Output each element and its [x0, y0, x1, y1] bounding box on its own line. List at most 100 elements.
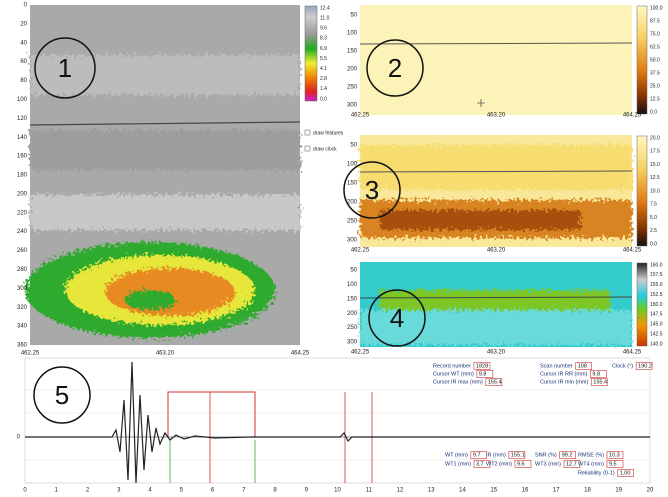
panel-number: 2 [388, 53, 402, 83]
colorbar-label: 37.5 [650, 70, 660, 76]
x-tick-label: 19 [615, 488, 622, 494]
y-tick-label: 0 [17, 435, 21, 441]
x-tick-label: 6 [211, 488, 215, 494]
checkbox[interactable] [305, 130, 310, 135]
colorbar-label: 157.5 [650, 272, 663, 278]
screen: 1 2 3 4 [0, 0, 668, 497]
colorbar-label: 75.0 [650, 31, 660, 37]
field-label: WT1 (mm) [445, 461, 471, 467]
y-tick-label: 200 [17, 191, 28, 197]
y-tick-label: 120 [17, 116, 28, 122]
y-tick-label: 150 [347, 181, 358, 187]
y-tick-label: 40 [20, 40, 27, 46]
panel-3: 3 [344, 135, 647, 247]
y-tick-label: 180 [17, 173, 28, 179]
y-tick-label: 200 [347, 200, 358, 206]
x-tick-label: 14 [459, 488, 466, 494]
colorbar-label: 20.0 [650, 135, 660, 141]
heatmap-band [360, 145, 632, 190]
colorbar-label: 11.0 [320, 15, 330, 21]
y-tick-label: 140 [17, 135, 28, 141]
heatmap-band [30, 195, 300, 230]
colorbar-label: 6.9 [320, 46, 327, 52]
field-label: WT4 (mm) [578, 461, 604, 467]
y-tick-label: 300 [347, 340, 358, 346]
x-tick-label: 10 [334, 488, 341, 494]
colorbar-label: 17.5 [650, 149, 660, 155]
field-label: WT (mm) [445, 452, 468, 458]
colorbar-label: 0.0 [320, 96, 327, 102]
colorbar-label: 62.5 [650, 44, 660, 50]
y-tick-label: 100 [17, 97, 28, 103]
field-value: 12.7 [566, 461, 577, 467]
y-tick-label: 250 [347, 85, 358, 91]
checkbox-label: draw clock [313, 146, 337, 152]
field-value: 9.7 [473, 452, 481, 458]
colorbar-label: 2.5 [650, 228, 657, 234]
field-label: Reliability (0-1) [578, 470, 615, 476]
y-tick-label: 250 [347, 325, 358, 331]
field-label: Cursor WT (mm) [433, 371, 474, 377]
colorbar-label: 160.0 [650, 262, 663, 268]
panel-number: 5 [55, 380, 69, 410]
field-label: RMSE (%) [578, 452, 604, 458]
x-tick-label: 7 [242, 488, 246, 494]
colorbar-label: 100.0 [650, 5, 663, 11]
colorbar-label: 150.0 [650, 302, 663, 308]
x-tick-label: 463.20 [487, 248, 506, 254]
field-label: Cursor IR RR (mm) [540, 371, 588, 377]
heatmap-blob [25, 242, 275, 338]
x-tick-label: 464.25 [623, 350, 642, 356]
x-tick-label: 462.25 [351, 350, 370, 356]
field-label: IR (mm) [486, 452, 506, 458]
colorbar-label: 152.5 [650, 292, 663, 298]
colorbar-label: 50.0 [650, 57, 660, 63]
field-value: 155.4 [488, 379, 502, 385]
checkbox[interactable] [305, 146, 310, 151]
field-value: 190.2 [638, 363, 652, 369]
x-tick-label: 2 [86, 488, 90, 494]
field-label: Record number [433, 363, 471, 369]
x-tick-label: 464.25 [291, 351, 310, 357]
x-tick-label: 15 [490, 488, 497, 494]
colorbar-label: 25.0 [650, 83, 660, 89]
y-tick-label: 300 [17, 286, 28, 292]
y-tick-label: 200 [347, 311, 358, 317]
field-value: 3.7 [476, 461, 484, 467]
panel-number: 4 [390, 303, 404, 333]
y-tick-label: 360 [17, 343, 28, 349]
x-tick-label: 16 [522, 488, 529, 494]
colorbar-label: 8.3 [320, 36, 327, 42]
x-tick-label: 11 [366, 488, 373, 494]
x-tick-label: 9 [305, 488, 309, 494]
field-label: WT3 (mm) [535, 461, 561, 467]
y-tick-label: 240 [17, 229, 28, 235]
y-tick-label: 300 [347, 238, 358, 244]
colorbar-label: 142.5 [650, 331, 663, 337]
x-tick-label: 3 [117, 488, 121, 494]
x-tick-label: 463.20 [487, 350, 506, 356]
y-tick-label: 150 [347, 296, 358, 302]
colorbar-label: 12.5 [650, 175, 660, 181]
y-tick-label: 220 [17, 210, 28, 216]
field-value: 155.1 [511, 452, 525, 458]
panel-number: 1 [58, 53, 72, 83]
y-tick-label: 50 [350, 13, 357, 19]
colorbar-label: 15.0 [650, 162, 660, 168]
y-tick-label: 50 [350, 143, 357, 149]
colorbar-label: 10.0 [650, 188, 660, 194]
y-tick-label: 260 [17, 248, 28, 254]
x-tick-label: 17 [553, 488, 560, 494]
panel-4: 4 [360, 262, 647, 347]
x-tick-label: 20 [647, 488, 654, 494]
x-tick-label: 8 [273, 488, 277, 494]
y-tick-label: 250 [347, 219, 358, 225]
colorbar-label: 2.8 [320, 76, 327, 82]
field-value: 1.00 [620, 470, 631, 476]
colorbar-label: 12.5 [650, 96, 660, 102]
y-tick-label: 60 [20, 59, 27, 65]
checkbox-label: draw features [313, 130, 344, 136]
field-label: Clock (°) [612, 363, 633, 369]
colorbar-label: 4.1 [320, 66, 327, 72]
field-label: Scan number [540, 363, 573, 369]
